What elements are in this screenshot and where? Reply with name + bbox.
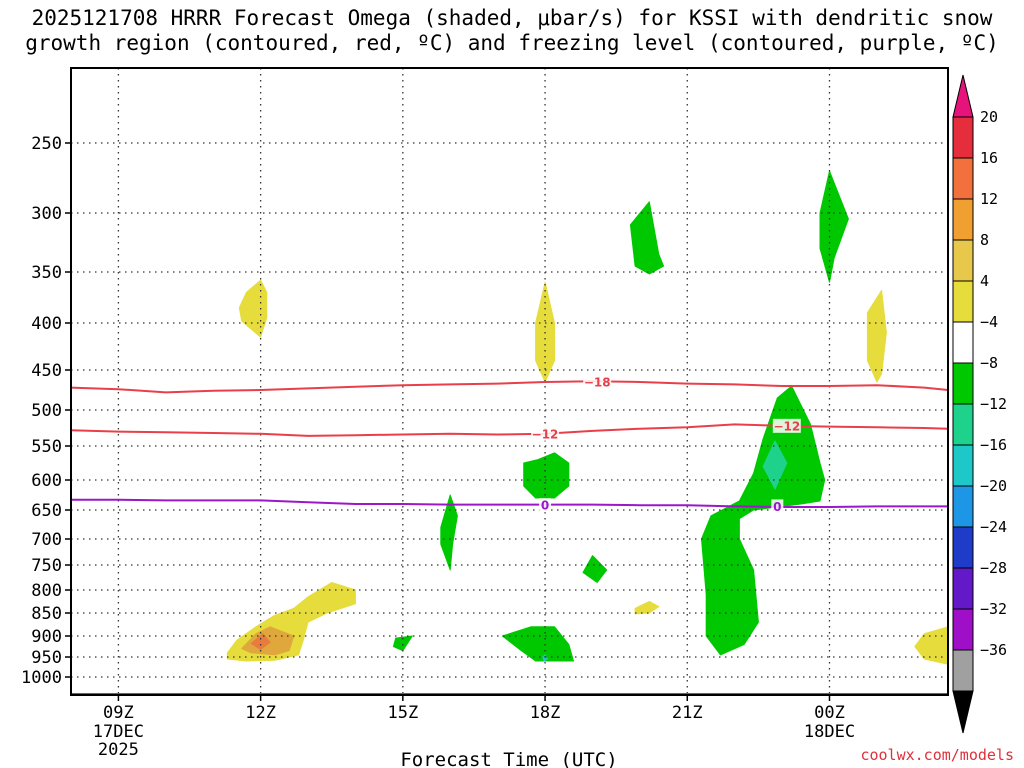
- y-tick-label: 650: [31, 501, 62, 521]
- colorbar-swatch: [952, 362, 974, 405]
- x-axis-label: Forecast Time (UTC): [400, 749, 617, 768]
- omega-region-sinking-12: [542, 654, 548, 662]
- colorbar-label: 16: [980, 149, 998, 167]
- contour-label-bg: [539, 498, 552, 513]
- x-tick-date: 17DEC: [93, 722, 144, 742]
- colorbar-swatch: [952, 157, 974, 200]
- omega-region-sinking-4: [701, 385, 826, 656]
- colorbar-label: −28: [980, 559, 1007, 577]
- colorbar-label: 12: [980, 190, 998, 208]
- x-tick-year: 2025: [98, 740, 139, 760]
- colorbar-swatch: [952, 608, 974, 651]
- y-tick-label: 600: [31, 471, 62, 491]
- y-tick-label: 300: [31, 204, 62, 224]
- colorbar-label: −20: [980, 477, 1007, 495]
- y-tick-label: 1000: [21, 668, 62, 688]
- colorbar-label: −8: [980, 354, 998, 372]
- y-tick-label: 850: [31, 604, 62, 624]
- contour-dgz-minus-12: [70, 423, 949, 437]
- plot-frame: [70, 67, 949, 696]
- colorbar-swatch: [952, 485, 974, 528]
- colorbar-swatch: [952, 198, 974, 241]
- y-tick-label: 500: [31, 401, 62, 421]
- omega-region-rising-12: [250, 633, 271, 650]
- omega-region-sinking-4: [523, 452, 570, 499]
- y-tick-label: 750: [31, 556, 62, 576]
- y-tick-label: 900: [31, 627, 62, 647]
- y-tick-label: 250: [31, 134, 62, 154]
- colorbar-swatch: [952, 526, 974, 569]
- omega-region-sinking-4: [819, 170, 849, 283]
- colorbar-label: −4: [980, 313, 998, 331]
- x-tick-label: 09Z: [103, 703, 134, 723]
- colorbar-swatch: [952, 321, 974, 364]
- contour-label: −12: [773, 419, 800, 433]
- contour-label-bg: [771, 499, 784, 514]
- colorbar-bottom-arrow: [952, 690, 974, 734]
- contour-label: −12: [532, 427, 559, 441]
- colorbar-label: 4: [980, 272, 989, 290]
- title-line-2: growth region (contoured, red, ºC) and f…: [25, 31, 999, 55]
- colorbar-swatch: [952, 280, 974, 323]
- contour-freezing-level: [71, 498, 948, 508]
- credit-text: coolwx.com/models: [860, 746, 1014, 764]
- colorbar-swatch: [952, 116, 974, 159]
- x-tick-label: 00Z: [814, 703, 845, 723]
- colorbar-label: −32: [980, 600, 1007, 618]
- x-tick-label: 15Z: [387, 703, 418, 723]
- contour-label: 0: [541, 499, 549, 513]
- colorbar-label: 8: [980, 231, 989, 249]
- colorbar-label: −24: [980, 518, 1007, 536]
- colorbar-swatch: [952, 239, 974, 282]
- contour-label: −18: [584, 376, 611, 390]
- y-tick-label: 950: [31, 648, 62, 668]
- y-tick-label: 550: [31, 437, 62, 457]
- title-line-1: 2025121708 HRRR Forecast Omega (shaded, …: [31, 6, 993, 30]
- colorbar-label: −16: [980, 436, 1007, 454]
- colorbar-label: −12: [980, 395, 1007, 413]
- omega-region-sinking-4: [440, 494, 458, 571]
- contour-label-bg: [772, 418, 801, 433]
- omega-region-sinking-8: [762, 440, 788, 490]
- x-tick-date: 18DEC: [804, 722, 855, 742]
- colorbar: 20 16 12 8 4 −4 −8 −12 −16 −20 −24 −28 −32 −36: [952, 74, 1007, 734]
- omega-shading-layer: [226, 170, 949, 665]
- colorbar-swatch: [952, 649, 974, 692]
- contour-label: 0: [773, 500, 781, 514]
- contour-label-bg: [583, 375, 612, 389]
- colorbar-swatch: [952, 403, 974, 446]
- contour-layer: −18 −12 −12 0 0: [70, 375, 949, 514]
- colorbar-swatch: [952, 444, 974, 487]
- omega-region-sinking-4: [501, 626, 574, 662]
- chart-title: 2025121708 HRRR Forecast Omega (shaded, …: [0, 6, 1024, 56]
- y-tick-label: 800: [31, 581, 62, 601]
- omega-region-rising-4: [238, 279, 268, 338]
- x-tick-label: 21Z: [672, 703, 703, 723]
- omega-region-sinking-4: [629, 201, 665, 275]
- omega-region-sinking-4: [582, 555, 608, 583]
- colorbar-swatch: [952, 567, 974, 610]
- contour-label-bg: [531, 426, 560, 441]
- contour-dgz-minus-18: [70, 380, 949, 394]
- omega-region-rising-4: [866, 289, 887, 383]
- x-tick-label: 12Z: [245, 703, 276, 723]
- x-tick-label: 18Z: [530, 703, 561, 723]
- colorbar-top-arrow: [952, 74, 974, 118]
- colorbar-label: −36: [980, 641, 1007, 659]
- y-tick-label: 350: [31, 263, 62, 283]
- axes-layer: 250 300 350 400 450 500 550 600 650 700 750 800 850 9…: [21, 134, 855, 760]
- omega-region-rising-4: [634, 601, 660, 615]
- colorbar-label: 20: [980, 108, 998, 126]
- omega-region-rising-4: [914, 626, 949, 665]
- y-tick-label: 450: [31, 361, 62, 381]
- y-tick-label: 400: [31, 314, 62, 334]
- gridlines-layer: [71, 68, 948, 695]
- y-tick-label: 700: [31, 530, 62, 550]
